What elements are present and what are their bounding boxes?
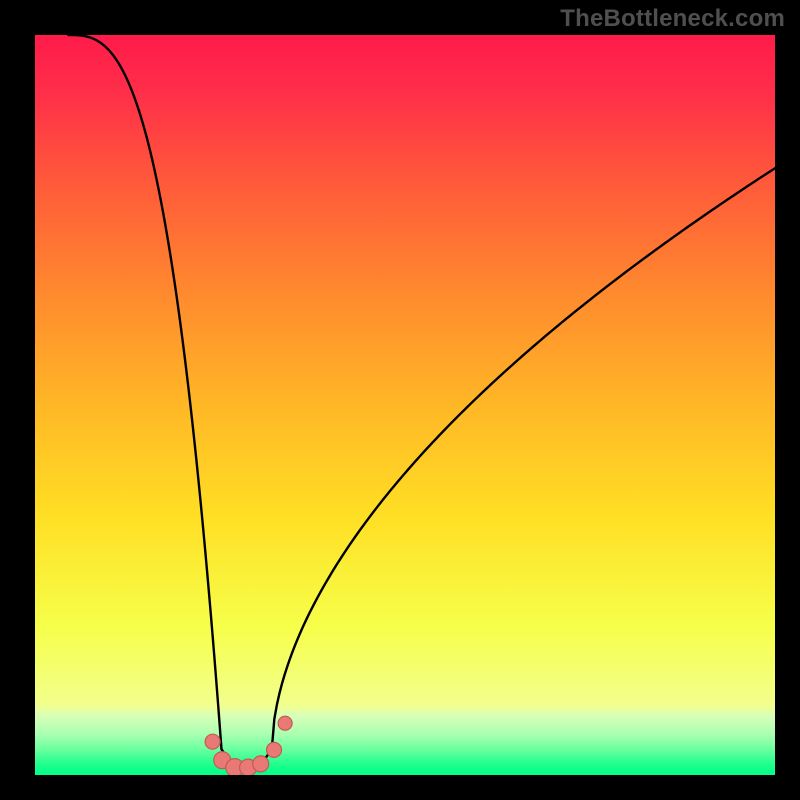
marker-point-5 [267, 742, 282, 757]
chart-svg [0, 0, 800, 800]
chart-stage: TheBottleneck.com [0, 0, 800, 800]
marker-point-0 [205, 734, 220, 749]
plot-background-gradient [35, 35, 775, 775]
watermark-text: TheBottleneck.com [560, 5, 785, 33]
marker-point-6 [278, 716, 292, 730]
marker-point-4 [253, 756, 269, 772]
